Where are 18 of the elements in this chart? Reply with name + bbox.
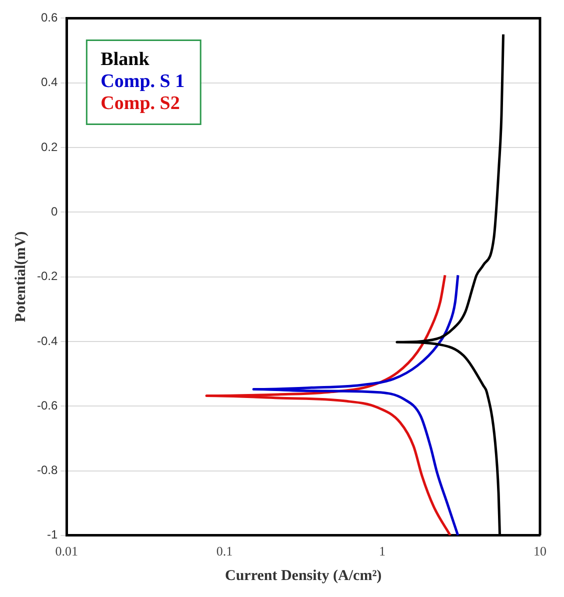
y-tick-label: 0.2 (40, 140, 58, 154)
y-axis-title: Potential(mV) (12, 231, 29, 322)
x-tick-label: 0.01 (55, 544, 78, 559)
y-tick-label: 0.4 (40, 75, 58, 90)
y-tick-label: -0.4 (36, 334, 58, 348)
x-tick-label: 10 (534, 544, 546, 559)
x-axis-title: Current Density (A/cm²) (224, 568, 382, 584)
y-tick-label: 0 (50, 204, 58, 218)
y-tick-label: -0.2 (36, 269, 58, 284)
x-tick-label: 1 (378, 544, 386, 559)
y-tick-label: -0.8 (36, 463, 58, 478)
text: Comp. S2 (100, 93, 180, 114)
y-tick-label: -0.6 (36, 398, 58, 412)
y-tick-label: 0.6 (40, 10, 58, 25)
x-tick-label: 0.1 (216, 544, 233, 559)
y-tick-label: -1 (47, 528, 58, 542)
text: Comp. S 1 (100, 71, 185, 92)
text: Blank (100, 49, 150, 70)
